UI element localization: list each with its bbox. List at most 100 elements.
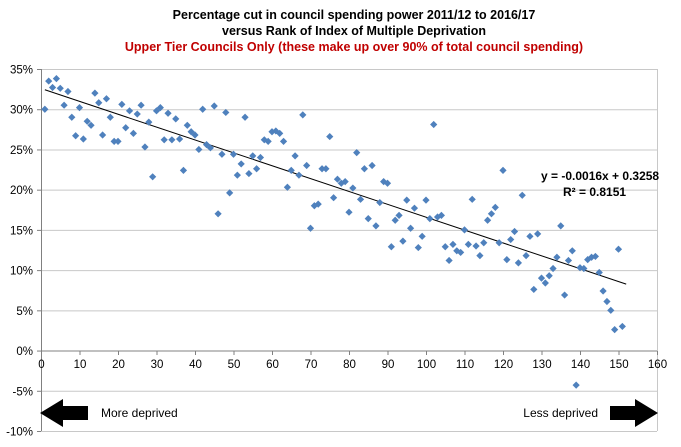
x-tick-label: 140 bbox=[571, 359, 590, 371]
scatter-point bbox=[518, 191, 526, 199]
scatter-point bbox=[60, 101, 68, 109]
scatter-point bbox=[549, 264, 557, 273]
scatter-point bbox=[106, 113, 114, 121]
chart-subtitle: versus Rank of Index of Multiple Depriva… bbox=[222, 24, 486, 38]
scatter-point bbox=[95, 99, 103, 107]
scatter-point bbox=[476, 252, 484, 260]
scatter-point bbox=[441, 243, 449, 251]
scatter-point bbox=[253, 165, 261, 173]
scatter-point bbox=[391, 216, 399, 224]
scatter-point bbox=[618, 322, 626, 331]
scatter-point bbox=[233, 171, 241, 179]
y-tick-label: 15% bbox=[10, 225, 33, 237]
scatter-point bbox=[79, 135, 87, 143]
scatter-point bbox=[430, 120, 438, 129]
less-deprived-label: Less deprived bbox=[523, 406, 598, 420]
trendline bbox=[44, 89, 627, 285]
scatter-point bbox=[330, 194, 338, 202]
scatter-point bbox=[449, 240, 457, 248]
scatter-point bbox=[491, 203, 499, 211]
scatter-point bbox=[310, 202, 318, 210]
scatter-point bbox=[487, 210, 496, 218]
scatter-point bbox=[222, 108, 230, 117]
scatter-point bbox=[333, 175, 342, 183]
scatter-point bbox=[603, 297, 611, 306]
scatter-point bbox=[149, 173, 157, 181]
x-tick-label: 120 bbox=[494, 359, 513, 371]
scatter-point bbox=[407, 224, 415, 232]
y-tick-label: -10% bbox=[6, 427, 33, 439]
scatter-point bbox=[245, 169, 253, 178]
scatter-point bbox=[279, 137, 288, 145]
scatter-point bbox=[283, 183, 291, 191]
scatter-point bbox=[260, 136, 268, 144]
scatter-point bbox=[349, 184, 357, 192]
scatter-point bbox=[507, 235, 515, 244]
x-tick-label: 70 bbox=[305, 359, 318, 371]
scatter-point bbox=[433, 213, 442, 221]
scatter-point bbox=[306, 224, 315, 232]
scatter-point bbox=[503, 256, 511, 264]
scatter-point bbox=[341, 178, 349, 186]
scatter-point bbox=[611, 326, 619, 334]
scatter-point bbox=[514, 259, 522, 267]
scatter-point bbox=[460, 226, 469, 234]
scatter-point bbox=[75, 104, 84, 112]
scatter-point bbox=[83, 117, 91, 125]
x-tick-label: 0 bbox=[38, 359, 44, 371]
scatter-point bbox=[214, 210, 222, 218]
trendline-equation: y = -0.0016x + 0.3258 bbox=[541, 169, 659, 183]
scatter-point bbox=[160, 136, 168, 144]
x-tick-label: 60 bbox=[266, 359, 279, 371]
scatter-point bbox=[387, 243, 395, 251]
scatter-point bbox=[418, 232, 426, 240]
scatter-point bbox=[291, 152, 299, 160]
scatter-point bbox=[457, 248, 465, 257]
y-tick-label: 30% bbox=[10, 105, 33, 117]
scatter-point bbox=[276, 129, 284, 137]
scatter-point bbox=[114, 137, 122, 145]
scatter-point bbox=[237, 160, 245, 168]
chart-title: Percentage cut in council spending power… bbox=[173, 8, 536, 22]
scatter-point bbox=[56, 84, 64, 92]
scatter-point bbox=[591, 252, 599, 261]
left-arrow-icon bbox=[40, 399, 88, 427]
x-tick-label: 40 bbox=[189, 359, 202, 371]
scatter-point bbox=[614, 245, 623, 253]
scatter-point bbox=[495, 239, 503, 247]
scatter-point bbox=[295, 171, 303, 179]
scatter-point bbox=[534, 230, 542, 238]
y-tick-label: 0% bbox=[16, 346, 33, 358]
scatter-point bbox=[156, 104, 164, 112]
scatter-point bbox=[172, 115, 180, 123]
x-tick-label: 150 bbox=[609, 359, 628, 371]
tick-labels: -10% -5% 0% 5% 10% 15% 20% 25% 30% 35% 0 10 20 30 40 50… bbox=[6, 65, 667, 439]
scatter-point bbox=[210, 102, 218, 110]
scatter-point bbox=[179, 166, 188, 174]
scatter-point bbox=[541, 279, 549, 287]
scatter-point bbox=[557, 222, 565, 230]
scatter-point bbox=[568, 247, 576, 255]
scatter-point bbox=[526, 232, 534, 240]
scatter-point bbox=[64, 87, 72, 96]
chart-subtitle-red: Upper Tier Councils Only (these make up … bbox=[125, 40, 583, 54]
x-tick-label: 100 bbox=[417, 359, 436, 371]
scatter-point bbox=[168, 136, 176, 144]
scatter-point bbox=[129, 129, 137, 137]
x-tick-label: 20 bbox=[112, 359, 125, 371]
scatter-point bbox=[468, 195, 476, 203]
scatter-point bbox=[399, 237, 407, 245]
scatter-point bbox=[314, 200, 322, 208]
scatter-point bbox=[99, 131, 107, 139]
scatter-point bbox=[164, 109, 172, 117]
scatter-point bbox=[326, 132, 334, 141]
scatter-point bbox=[48, 83, 57, 92]
scatter-point bbox=[41, 105, 49, 113]
more-deprived-indicator: More deprived bbox=[40, 399, 178, 427]
x-tick-label: 110 bbox=[456, 359, 474, 371]
scatter-point bbox=[195, 145, 203, 154]
scatter-point bbox=[72, 132, 80, 140]
scatter-point bbox=[356, 195, 365, 203]
scatter-point bbox=[133, 110, 141, 118]
less-deprived-indicator: Less deprived bbox=[523, 399, 658, 427]
